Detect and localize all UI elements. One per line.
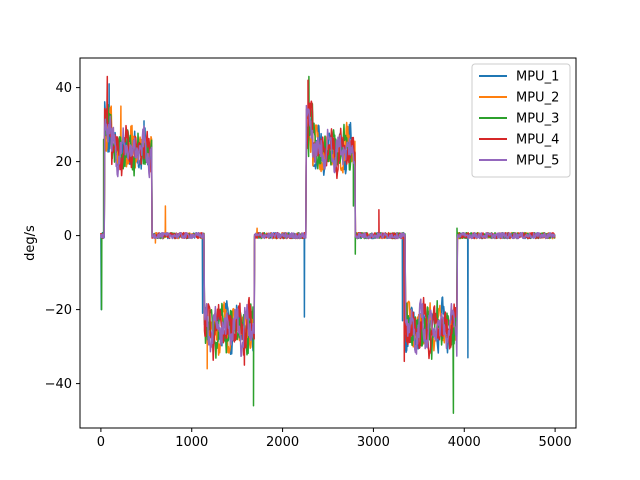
y-tick-label: −40 (45, 377, 72, 392)
legend-label: MPU_4 (516, 133, 559, 148)
x-tick-label: 5000 (539, 435, 572, 450)
y-tick-label: 0 (64, 229, 72, 244)
series-line-mpu-5 (100, 104, 556, 358)
y-tick-label: −20 (45, 303, 72, 318)
y-axis-label: deg/s (23, 225, 38, 261)
legend: MPU_1 MPU_2 MPU_3 MPU_4 MPU_5 (471, 63, 571, 178)
plot-frame (79, 57, 577, 429)
legend-label: MPU_5 (516, 154, 559, 169)
y-tick-label: 40 (55, 81, 72, 96)
legend-label: MPU_3 (516, 112, 559, 127)
x-tick-label: 2000 (266, 435, 299, 450)
x-tick-label: 0 (97, 435, 105, 450)
x-tick-label: 1000 (175, 435, 208, 450)
y-tick-label: 20 (55, 155, 72, 170)
x-axis: 0 1000 2000 3000 4000 5000 (97, 428, 572, 450)
legend-box (471, 63, 571, 178)
series-layer (100, 75, 556, 414)
legend-label: MPU_2 (516, 91, 559, 106)
legend-label: MPU_1 (516, 70, 559, 85)
x-tick-label: 3000 (357, 435, 390, 450)
x-tick-label: 4000 (448, 435, 481, 450)
y-axis: −40 −20 0 20 40 (45, 81, 80, 392)
